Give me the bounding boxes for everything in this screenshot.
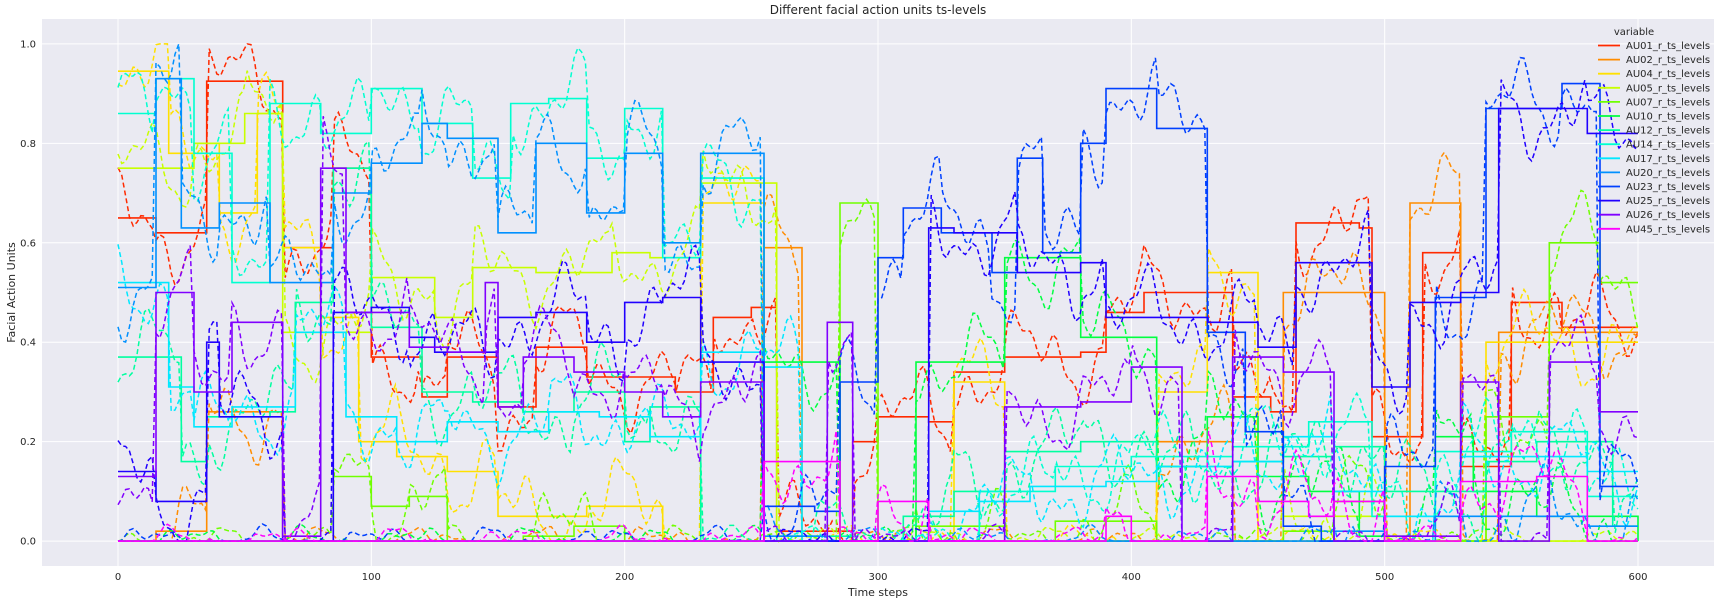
legend-entry: AU12_r_ts_levels [1626, 126, 1710, 137]
legend-entry: AU45_r_ts_levels [1626, 224, 1710, 235]
y-axis-label: Facial Action Units [5, 242, 18, 343]
x-tick-label: 400 [1122, 572, 1141, 583]
x-tick-label: 500 [1375, 572, 1394, 583]
series-raw-AU23_r_ts_levels [117, 56, 1639, 542]
x-tick-label: 200 [615, 572, 634, 583]
x-axis-ticks: 0 100 200 300 400 500 600 [115, 572, 1648, 583]
legend-title: variable [1614, 27, 1654, 38]
y-tick-label: 1.0 [20, 39, 36, 50]
legend-entry: AU07_r_ts_levels [1626, 97, 1710, 108]
legend-entry: AU01_r_ts_levels [1626, 41, 1710, 52]
legend-entry: AU14_r_ts_levels [1626, 140, 1710, 151]
legend-entry: AU20_r_ts_levels [1626, 168, 1710, 179]
legend-entry: AU02_r_ts_levels [1626, 55, 1710, 66]
y-tick-label: 0.4 [20, 338, 36, 349]
x-tick-label: 300 [868, 572, 887, 583]
legend: variable AU01_r_ts_levels AU02_r_ts_level… [1598, 27, 1710, 235]
legend-entry: AU26_r_ts_levels [1626, 210, 1710, 221]
y-axis-ticks: 0.0 0.2 0.4 0.6 0.8 1.0 [20, 39, 36, 547]
x-axis-label: Time steps [847, 586, 908, 599]
legend-entry: AU10_r_ts_levels [1626, 112, 1710, 123]
series-raw-AU45_r_ts_levels [118, 430, 1639, 542]
y-tick-label: 0.2 [20, 437, 36, 448]
legend-entry: AU05_r_ts_levels [1626, 83, 1710, 94]
series-line-AU14_r_ts_levels [118, 77, 1638, 542]
y-tick-label: 0.0 [20, 537, 36, 548]
x-tick-label: 100 [362, 572, 381, 583]
series-line-AU45_r_ts_levels [118, 460, 1638, 542]
legend-entry: AU25_r_ts_levels [1626, 196, 1710, 207]
series-line-AU26_r_ts_levels [118, 167, 1638, 542]
legend-entry: AU23_r_ts_levels [1626, 182, 1710, 193]
x-tick-label: 0 [115, 572, 121, 583]
y-tick-label: 0.8 [20, 139, 36, 150]
y-tick-label: 0.6 [20, 238, 36, 249]
legend-entry: AU17_r_ts_levels [1626, 154, 1710, 165]
series-lines [117, 43, 1639, 544]
chart-title: Different facial action units ts-levels [770, 3, 987, 17]
legend-entry: AU04_r_ts_levels [1626, 69, 1710, 80]
series-raw-AU26_r_ts_levels [117, 116, 1639, 543]
x-tick-label: 600 [1628, 572, 1647, 583]
